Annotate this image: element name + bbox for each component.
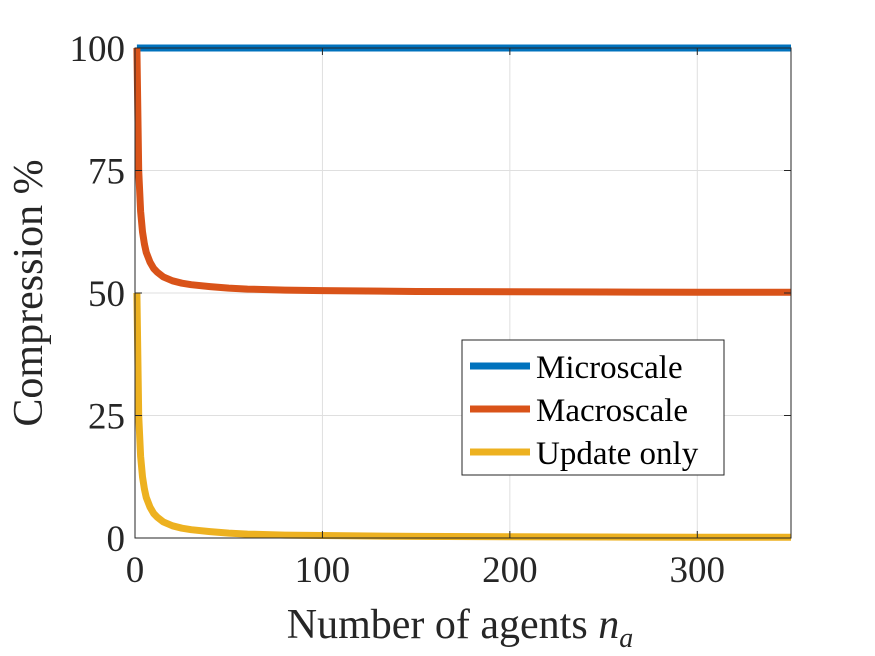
series-line-macroscale <box>133 47 792 296</box>
x-tick-label: 300 <box>670 550 726 591</box>
y-tick-label: 0 <box>107 519 126 560</box>
legend: Microscale Macroscale Update only <box>461 339 725 476</box>
x-tick-label: 200 <box>482 550 538 591</box>
x-axis-label-text: Number of agents <box>287 602 598 648</box>
y-tick-label: 25 <box>88 397 125 438</box>
ticks <box>134 47 791 539</box>
y-tick-label: 50 <box>88 274 125 315</box>
y-axis-label: Compression % <box>6 159 52 426</box>
y-tick-label: 75 <box>88 152 125 193</box>
x-tick-label: 0 <box>126 550 145 591</box>
x-axis-label: Number of agents na <box>287 602 633 654</box>
x-axis-label-subscript: a <box>619 623 633 654</box>
legend-label-update-only: Update only <box>536 436 699 472</box>
y-tick-label: 100 <box>70 29 126 70</box>
x-axis-label-variable: n <box>598 602 619 648</box>
legend-label-macroscale: Macroscale <box>536 393 688 429</box>
legend-label-microscale: Microscale <box>536 350 683 386</box>
x-tick-label: 100 <box>295 550 351 591</box>
tick-labels: 0 100 200 300 0 25 50 75 100 <box>70 29 726 591</box>
series-line-update-only <box>133 292 792 541</box>
